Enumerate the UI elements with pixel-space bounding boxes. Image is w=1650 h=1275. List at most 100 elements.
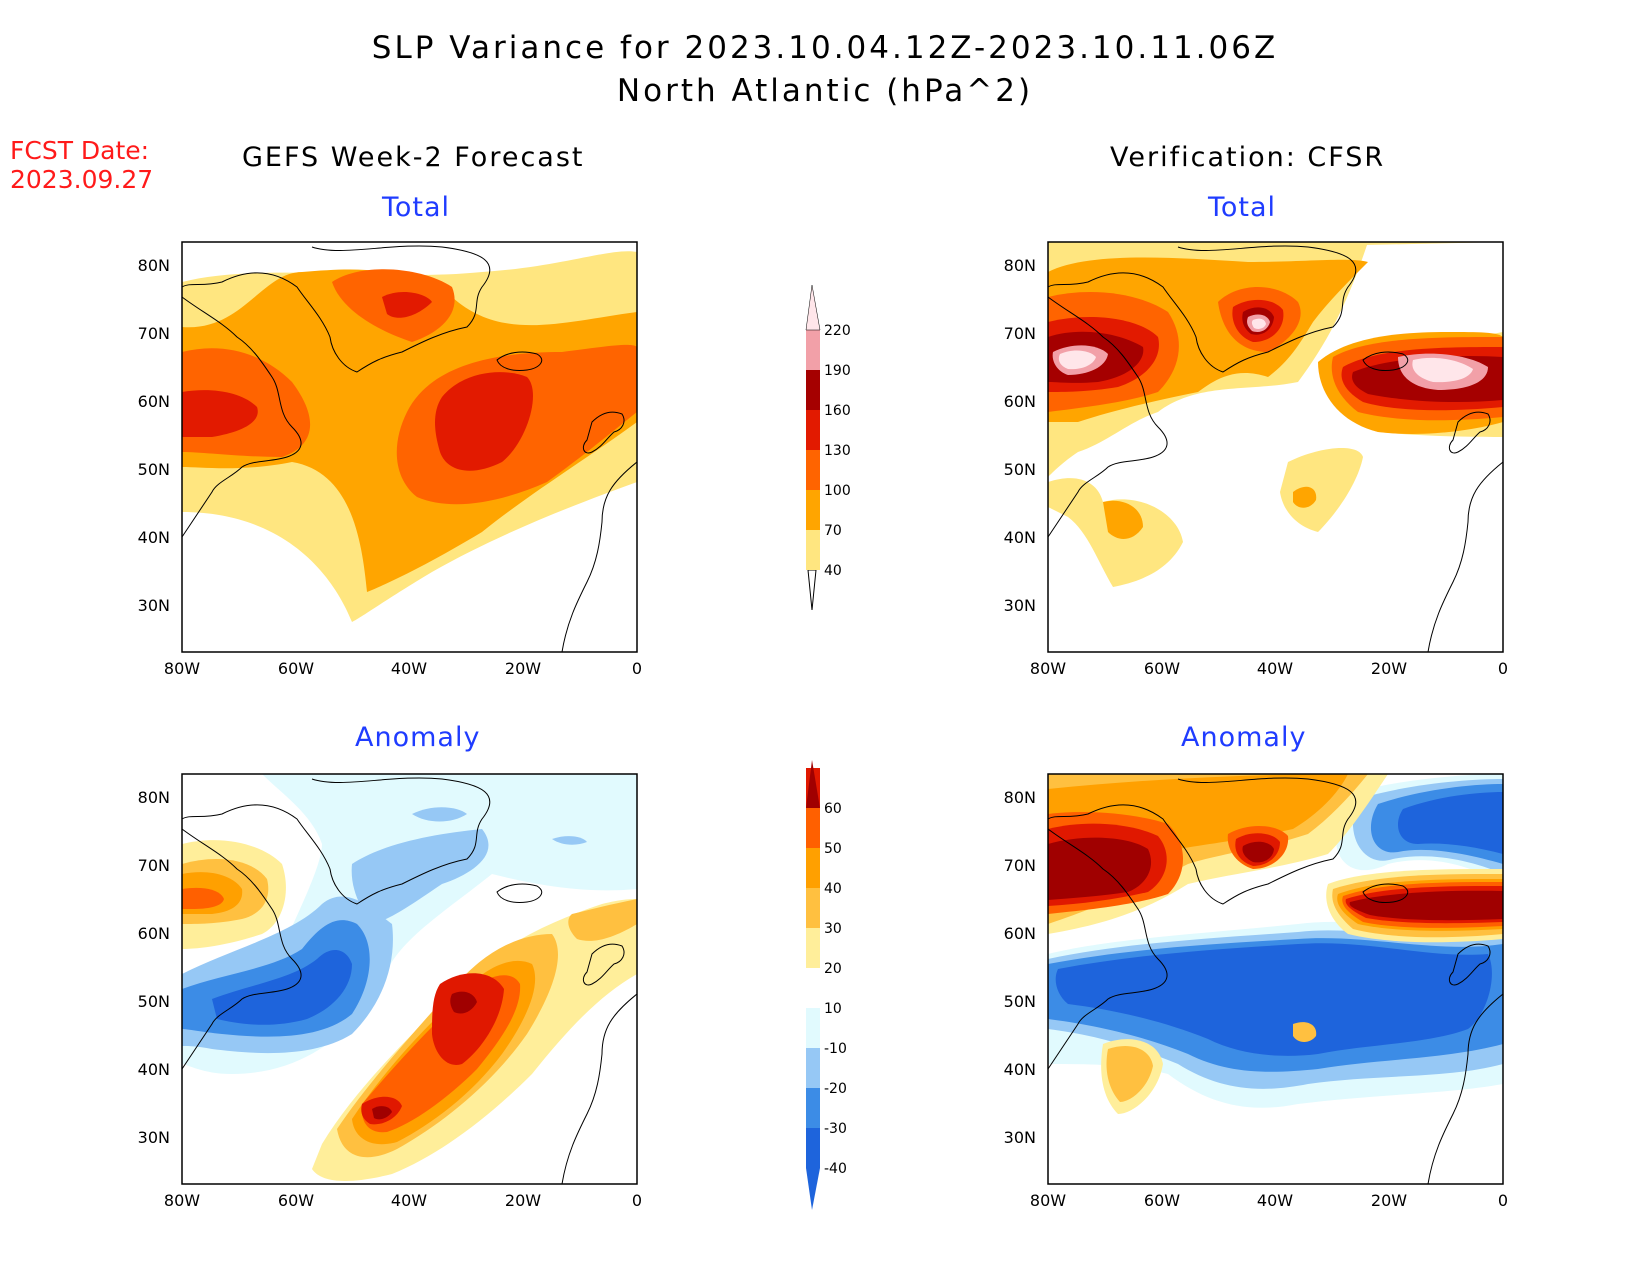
colorbar-swatch-2 (806, 1048, 820, 1088)
colorbar-swatch-0 (806, 1128, 820, 1168)
shade-220-a (1058, 350, 1096, 370)
lon-axis: 80W 60W 40W 20W 0 (1030, 1191, 1508, 1210)
lat-label-60n: 60N (138, 924, 170, 943)
colorbar-swatch-8 (806, 808, 820, 848)
cb-anom-label-neg30: -30 (824, 1121, 847, 1137)
coastline-greenland (181, 245, 491, 373)
lon-label-20w: 20W (505, 1191, 541, 1210)
lat-label-30n: 30N (1004, 596, 1036, 615)
main-subtitle: North Atlantic (hPa^2) (616, 73, 1034, 109)
shade-70-d (1293, 486, 1317, 508)
lon-axis: 80W 60W 40W 20W 0 (1030, 659, 1508, 678)
coastline-canada (181, 828, 302, 1070)
shade-20-d (1293, 1022, 1317, 1042)
lon-label-20w: 20W (505, 659, 541, 678)
lat-label-80n: 80N (138, 788, 170, 807)
shade-70-c (1103, 500, 1143, 539)
shade-130-a (182, 390, 258, 437)
lat-label-40n: 40N (138, 1060, 170, 1079)
shade-220-b (1251, 318, 1266, 329)
gefs-anomaly-map: 30N 40N 50N 60N 70N 80N 80W 60W 40W 20W … (138, 773, 642, 1210)
coastline-europe (561, 411, 638, 653)
lon-label-40w: 40W (1257, 659, 1293, 678)
gefs-total-subtitle: Total (382, 192, 451, 223)
shade-60-b (1242, 841, 1274, 863)
lat-axis: 30N 40N 50N 60N 70N 80N (138, 256, 170, 615)
colorbar-swatch-4 (806, 370, 820, 410)
lat-label-30n: 30N (138, 596, 170, 615)
lat-axis: 30N 40N 50N 60N 70N 80N (1004, 256, 1036, 615)
colorbar-tri-bottom (806, 1168, 820, 1210)
shade-neg20-d (552, 836, 587, 845)
cb-total-label-160: 160 (824, 403, 851, 419)
cfsr-total-map: 30N 40N 50N 60N 70N 80N 80W 60W 40W 20W … (1004, 241, 1508, 678)
lon-label-80w: 80W (164, 659, 200, 678)
map-frame (181, 773, 638, 1185)
lon-label-40w: 40W (391, 659, 427, 678)
lat-label-80n: 80N (138, 256, 170, 275)
anomaly-colorbar: -40 -30 -20 -10 10 20 30 40 50 60 (790, 760, 870, 1210)
shade-60-a (450, 991, 477, 1014)
coastline-greenland (1047, 777, 1357, 905)
lon-label-80w: 80W (1030, 659, 1066, 678)
lat-axis: 30N 40N 50N 60N 70N 80N (1004, 788, 1036, 1147)
colorbar-swatch-6 (806, 888, 820, 928)
colorbar-tri-top (806, 760, 820, 808)
shade-neg20-a (351, 829, 489, 924)
lat-label-80n: 80N (1004, 256, 1036, 275)
left-column-title: GEFS Week-2 Forecast (242, 142, 585, 173)
colorbar-tri-top (805, 284, 821, 331)
gefs-anomaly-subtitle: Anomaly (355, 722, 481, 753)
cb-anom-label-60: 60 (824, 801, 842, 817)
lon-label-40w: 40W (391, 1191, 427, 1210)
cb-total-label-220: 220 (824, 323, 851, 339)
cb-anom-label-30: 30 (824, 921, 842, 937)
main-title: SLP Variance for 2023.10.04.12Z-2023.10.… (371, 30, 1279, 66)
cfsr-anomaly-subtitle: Anomaly (1181, 722, 1307, 753)
lat-axis: 30N 40N 50N 60N 70N 80N (138, 788, 170, 1147)
cb-total-label-190: 190 (824, 363, 851, 379)
coastline-iceland (1362, 883, 1409, 903)
colorbar-swatch-2 (806, 450, 820, 490)
map-frame (1047, 773, 1504, 1185)
lon-label-60w: 60W (278, 1191, 314, 1210)
lon-axis: 80W 60W 40W 20W 0 (164, 1191, 642, 1210)
cb-anom-label-neg10: -10 (824, 1041, 847, 1057)
lat-label-30n: 30N (1004, 1128, 1036, 1147)
coastline-canada (1047, 296, 1168, 538)
coastline-greenland (181, 777, 491, 905)
lon-label-60w: 60W (278, 659, 314, 678)
lon-axis: 80W 60W 40W 20W 0 (164, 659, 642, 678)
colorbar-swatch-1 (806, 490, 820, 530)
shade-neg40-b (1398, 792, 1503, 854)
shade-neg20-c (412, 807, 467, 822)
lat-label-70n: 70N (1004, 856, 1036, 875)
fcst-date-value: 2023.09.27 (10, 165, 154, 194)
total-colorbar: 40 70 100 130 160 190 220 (790, 284, 870, 615)
lat-label-50n: 50N (138, 992, 170, 1011)
coastline-canada (1047, 828, 1168, 1070)
gefs-total-map: 30N 40N 50N 60N 70N 80N 80W 60W 40W 20W … (138, 241, 642, 678)
coastline-europe (1427, 943, 1504, 1185)
colorbar-swatch-3 (806, 1008, 820, 1048)
right-column-title: Verification: CFSR (1110, 142, 1386, 173)
shade-20-c (1106, 1045, 1153, 1102)
colorbar-tri-bottom (807, 569, 817, 611)
lon-label-80w: 80W (1030, 1191, 1066, 1210)
shade-60-c (1349, 890, 1503, 921)
shade-130-c (382, 292, 432, 318)
colorbar-swatch-5 (806, 928, 820, 968)
coastline-europe (1427, 411, 1504, 653)
lat-label-40n: 40N (1004, 1060, 1036, 1079)
lat-label-50n: 50N (1004, 992, 1036, 1011)
lat-label-60n: 60N (1004, 924, 1036, 943)
cfsr-anomaly-map: 30N 40N 50N 60N 70N 80N 80W 60W 40W 20W … (1004, 773, 1508, 1210)
cb-anom-label-40: 40 (824, 881, 842, 897)
shade-neg40 (212, 949, 352, 1025)
lon-label-0: 0 (1498, 659, 1508, 678)
lat-label-50n: 50N (138, 460, 170, 479)
shade-20-c (568, 899, 637, 941)
map-frame (181, 241, 638, 653)
colorbar-swatch-1 (806, 1088, 820, 1128)
cb-total-label-40: 40 (824, 563, 842, 579)
